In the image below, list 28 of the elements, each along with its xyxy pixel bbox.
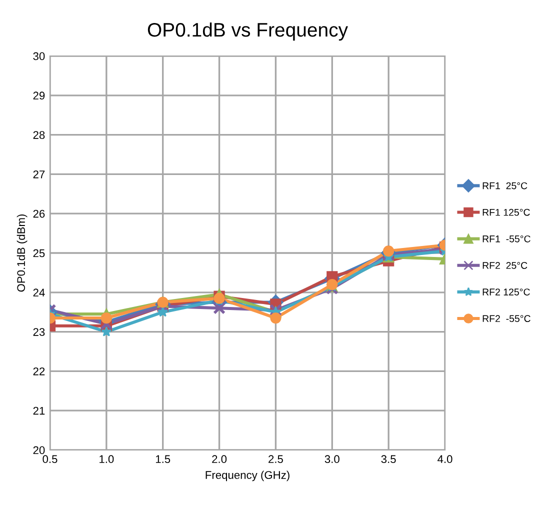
y-tick-label: 24 — [33, 288, 45, 296]
legend-label: RF2 25°C — [482, 262, 528, 269]
y-tick-label: 21 — [33, 406, 45, 415]
y-tick-label: 23 — [33, 328, 45, 336]
x-tick-label: 4.0 — [438, 455, 452, 464]
y-tick-label: 25 — [33, 249, 45, 258]
y-tick-label: 26 — [33, 210, 45, 218]
x-tick-label: 0.5 — [42, 455, 58, 464]
x-tick-label: 3.5 — [381, 455, 396, 464]
legend-label: RF2 -55°C — [482, 315, 530, 322]
legend-label: RF1 -55°C — [482, 235, 530, 242]
legend-label: RF1 25°C — [482, 182, 528, 190]
y-tick-label: 30 — [33, 52, 45, 60]
y-tick-label: 28 — [33, 131, 45, 139]
x-tick-label: 2.5 — [268, 455, 283, 464]
x-tick-label: 1.5 — [156, 455, 170, 464]
x-tick-label: 2.0 — [212, 455, 227, 464]
x-tick-label: 3.0 — [324, 455, 340, 464]
y-tick-label: 27 — [33, 170, 45, 178]
legend-label: RF1 125°C — [482, 208, 530, 216]
x-axis-title: Frequency (GHz) — [206, 470, 290, 482]
x-tick-label: 1.0 — [100, 455, 114, 464]
y-axis-title: OP0.1dB (dBm) — [16, 214, 28, 292]
y-tick-label: 29 — [33, 92, 45, 100]
y-tick-label: 20 — [33, 446, 45, 454]
y-tick-label: 22 — [33, 367, 45, 376]
legend-label: RF2 125°C — [482, 288, 530, 296]
chart-title: OP0.1dB vs Frequency — [148, 22, 348, 41]
